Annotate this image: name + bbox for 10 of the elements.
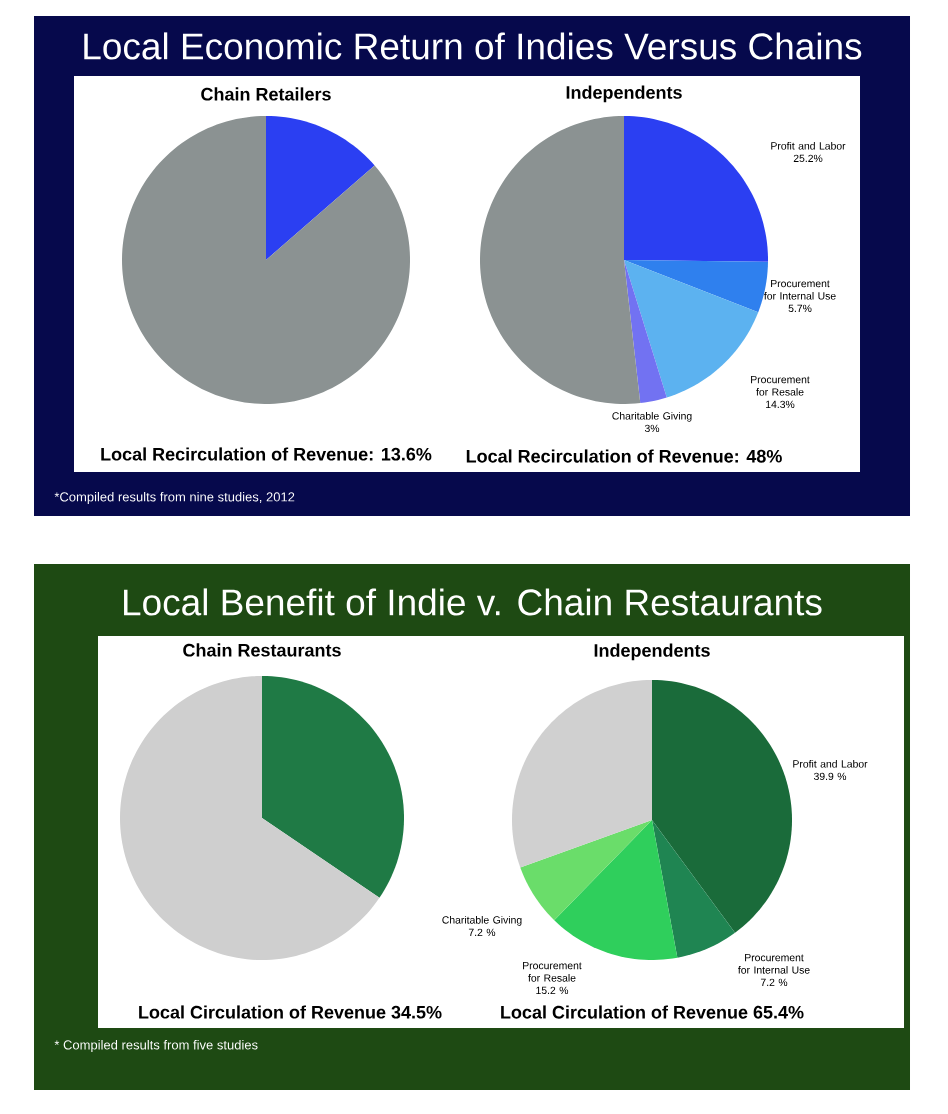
chart-title: Local Economic Return of Indies Versus Chains [84, 32, 862, 60]
chart-subtitle: Chain Restaurants [183, 643, 341, 657]
text: Local Circulation of Revenue 65.4% [501, 1005, 804, 1019]
chart-subtitle: Chain Retailers [201, 87, 331, 101]
text: Local Circulation of Revenue 34.5% [139, 1005, 442, 1019]
chart-title: Local Benefit of Indie v. Chain Restaurants [124, 588, 822, 616]
chart-title: Independents [594, 643, 710, 661]
text: Local Recirculation of Revenue: 13.6% [101, 447, 432, 461]
text: Local Recirculation of Revenue: 48% [466, 449, 782, 463]
chart-title: Independents [566, 85, 682, 103]
